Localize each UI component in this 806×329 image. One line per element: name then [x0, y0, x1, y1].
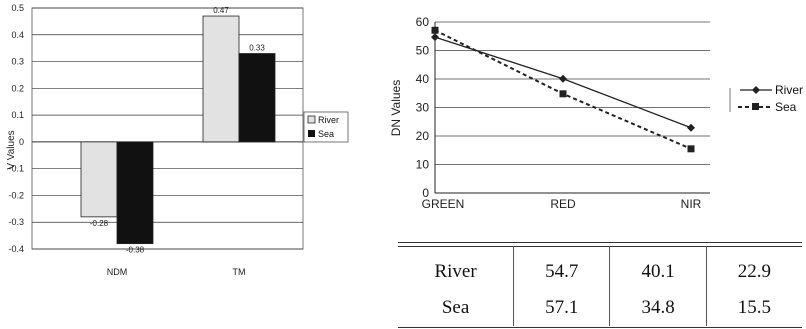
y-tick-labels: 0.5 0.4 0.3 0.2 0.1 0 -0.1 -0.2 -0.3 -0.4: [8, 3, 24, 254]
legend: River Sea: [729, 83, 803, 114]
point-river-green: [431, 33, 439, 42]
values-table: River 54.7 40.1 22.9 Sea 57.1 34.8 15.5: [398, 246, 802, 326]
data-labels: -0.28 -0.38 0.47 0.33: [90, 6, 265, 255]
data-points: [431, 26, 695, 153]
bar-chart-v-values: 0.50.40.30.20.10-0.1-0.2-0.3-0.4 -0.28-0…: [6, 3, 349, 277]
y-tick-label: 0: [19, 137, 24, 147]
legend: River Sea: [303, 111, 349, 143]
y-tick-label: 0.5: [11, 3, 24, 13]
bar-sea-ndm: [116, 141, 154, 245]
table-bottom-rule: [398, 327, 802, 328]
y-tick-label: 10: [416, 158, 430, 172]
x-tick-labels: NDM TM: [107, 267, 246, 277]
table-cell: 40.1: [609, 246, 707, 290]
y-tick-labels: 0 10 20 30 40 50 60: [416, 15, 430, 200]
x-tick-labels: GREEN RED NIR: [422, 197, 702, 211]
y-tick-label: 60: [416, 15, 430, 29]
point-sea-red: [559, 90, 567, 98]
series-line-sea: [434, 29, 692, 150]
data-label: 0.33: [249, 44, 265, 53]
y-tick-label: 30: [416, 101, 430, 115]
y-tick-label: 50: [416, 44, 430, 58]
point-river-red: [559, 74, 567, 83]
legend-marker-sea: [752, 103, 759, 110]
legend-label-river: River: [775, 83, 803, 97]
data-label: 0.47: [213, 6, 229, 15]
table-cell: 15.5: [705, 290, 802, 326]
x-tick-label: NIR: [681, 197, 702, 211]
bars: [80, 15, 276, 245]
row-label-river: River: [434, 261, 477, 282]
y-tick-label: 20: [416, 129, 430, 143]
legend-swatch-river: [307, 115, 316, 124]
y-tick-label: -0.2: [8, 190, 24, 200]
data-label: -0.38: [126, 246, 145, 255]
y-tick-label: -0.4: [8, 244, 24, 254]
table-row: River 54.7 40.1 22.9: [398, 246, 802, 290]
y-tick-label: 0.1: [11, 110, 24, 120]
y-tick-label: 0.3: [11, 57, 24, 67]
table-cell: 54.7: [513, 246, 610, 290]
bar-river-tm: [202, 15, 240, 143]
data-label: -0.28: [90, 219, 109, 228]
legend-swatch-sea: [308, 130, 315, 137]
table-cell: 34.8: [609, 290, 707, 326]
x-tick-label: GREEN: [422, 197, 465, 211]
legend-marker-river: [752, 86, 760, 94]
y-axis-title: V Values: [6, 130, 17, 169]
table-cell: 22.9: [705, 246, 802, 290]
row-label-sea: Sea: [441, 297, 470, 318]
table-top-rule: [398, 242, 802, 243]
bar-sea-tm: [238, 53, 276, 143]
y-tick-label: -0.3: [8, 217, 24, 227]
point-sea-green: [431, 26, 439, 34]
legend-label-sea: Sea: [775, 100, 797, 114]
y-axis-title: DN Values: [389, 80, 403, 136]
y-tick-label: 0.4: [11, 30, 24, 40]
table-row: Sea 57.1 34.8 15.5: [398, 290, 802, 326]
grid-lines: [435, 21, 710, 165]
table-cell: 57.1: [513, 290, 610, 326]
y-tick-label: 0: [422, 186, 429, 200]
point-sea-nir: [687, 145, 695, 153]
point-river-nir: [687, 123, 695, 132]
legend-label-river: River: [318, 115, 339, 125]
y-tick-label: 40: [416, 72, 430, 86]
y-tick-label: 0.2: [11, 83, 24, 93]
bar-river-ndm: [80, 141, 118, 218]
x-tick-label: TM: [233, 267, 246, 277]
legend-label-sea: Sea: [318, 129, 334, 139]
y-tick-label: -0.1: [8, 164, 24, 174]
line-chart-dn-values: 0 10 20 30 40 50 60 GREEN RED NIR DN Values Rive…: [389, 15, 803, 211]
x-tick-label: NDM: [107, 267, 128, 277]
x-tick-label: RED: [550, 197, 576, 211]
